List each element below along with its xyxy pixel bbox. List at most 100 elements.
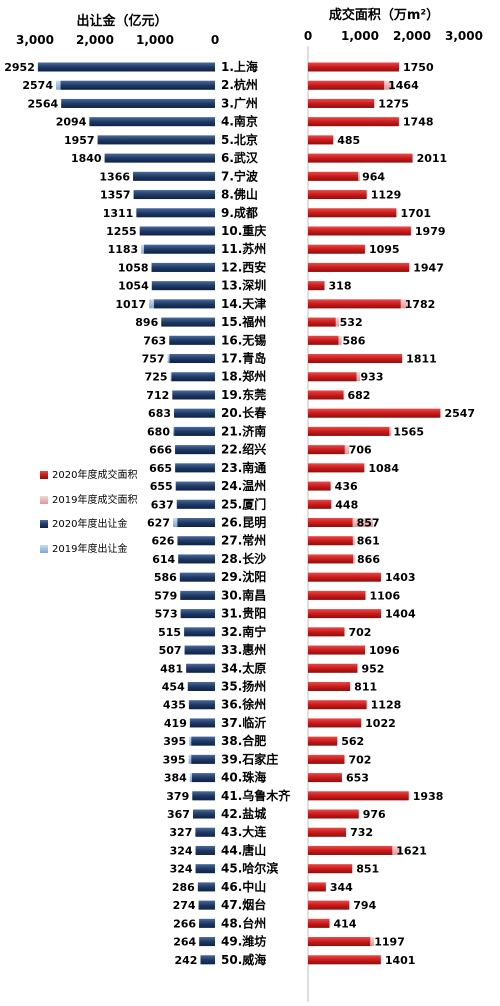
value-label-transfer: 1357 (100, 189, 131, 202)
category-label: 48.台州 (221, 915, 266, 930)
value-label-area: 485 (337, 134, 360, 147)
left-tick-label: 0 (211, 33, 219, 47)
bar-2020-transfer (195, 845, 215, 855)
category-label: 41.乌鲁木齐 (221, 788, 291, 803)
bar-2020-area (308, 80, 385, 90)
value-label-area: 1565 (393, 425, 424, 438)
bar-2020-area (308, 445, 345, 455)
bar-2020-transfer (169, 335, 215, 345)
value-label-transfer: 2574 (22, 79, 53, 92)
bar-2020-area (308, 518, 353, 527)
value-label-area: 682 (347, 389, 370, 402)
value-label-transfer: 614 (152, 553, 175, 566)
bar-2020-area (308, 590, 366, 600)
bar-2020-area (308, 845, 393, 855)
value-label-area: 1947 (413, 261, 444, 274)
bar-2020-transfer (197, 882, 215, 892)
bar-2020-area (308, 955, 381, 965)
bar-2020-area (308, 244, 365, 254)
bar-2020-area (308, 718, 362, 728)
legend-label: 2020年度出让金 (52, 517, 127, 530)
category-label: 38.合肥 (221, 733, 266, 748)
bar-2020-transfer (175, 463, 215, 473)
value-label-area: 1129 (371, 189, 402, 202)
value-label-transfer: 1058 (118, 261, 149, 274)
bar-2020-transfer (61, 98, 215, 108)
value-label-area: 1197 (374, 936, 405, 949)
category-label: 7.宁波 (221, 168, 259, 183)
bar-2020-transfer (200, 955, 215, 965)
category-labels: 1.上海 2.杭州 3.广州 4.南京 5.北京 6.武汉 7.宁波 8.佛山 9.成都 10.重… (221, 59, 291, 967)
bar-2020-transfer (187, 681, 215, 691)
bar-2020-area (308, 681, 351, 691)
value-label-transfer: 626 (151, 535, 174, 548)
category-label: 6.武汉 (221, 150, 259, 165)
bar-2020-transfer (199, 937, 215, 947)
value-label-transfer: 324 (170, 863, 193, 876)
value-label-area: 1401 (385, 954, 416, 967)
value-label-transfer: 435 (163, 699, 186, 712)
value-label-transfer: 2564 (28, 97, 59, 110)
value-label-transfer: 637 (151, 498, 174, 511)
bar-2020-transfer (184, 645, 215, 655)
category-label: 22.绍兴 (221, 442, 266, 457)
bar-2020-transfer (195, 864, 215, 874)
value-label-transfer: 1183 (108, 243, 139, 256)
value-label-area: 1750 (403, 61, 434, 74)
value-label-transfer: 395 (163, 753, 186, 766)
legend-label: 2019年度出让金 (52, 542, 127, 555)
value-label-area: 706 (349, 444, 372, 457)
category-label: 18.郑州 (221, 369, 266, 384)
value-label-transfer: 327 (169, 826, 192, 839)
bar-2020-area (308, 554, 354, 564)
category-label: 1.上海 (221, 59, 258, 74)
category-label: 32.南宁 (221, 624, 266, 639)
value-label-transfer: 266 (173, 917, 196, 930)
bar-2020-transfer (139, 226, 215, 236)
value-label-transfer: 324 (170, 844, 193, 857)
category-label: 28.长沙 (221, 551, 266, 566)
category-label: 30.南昌 (221, 587, 266, 602)
bar-2020-area (308, 937, 371, 947)
value-label-transfer: 1017 (115, 298, 146, 311)
left-chart-title: 出让金（亿元） (76, 13, 167, 29)
category-label: 15.福州 (221, 314, 266, 329)
legend-swatch (40, 496, 48, 504)
value-label-transfer: 757 (142, 353, 165, 366)
value-label-area: 562 (341, 735, 364, 748)
bar-2020-transfer (175, 445, 215, 455)
value-label-transfer: 384 (164, 772, 187, 785)
bar-2020-transfer (188, 700, 215, 710)
bar-2020-transfer (97, 135, 215, 145)
bar-2020-area (308, 499, 332, 509)
value-label-transfer: 763 (143, 334, 166, 347)
bar-2020-area (308, 190, 367, 200)
bar-2020-transfer (37, 62, 215, 72)
value-label-area: 1811 (406, 353, 437, 366)
bar-2020-transfer (189, 718, 215, 728)
value-label-area: 1403 (385, 571, 416, 584)
category-label: 14.天津 (221, 296, 266, 311)
value-label-transfer: 666 (149, 444, 172, 457)
bar-2020-transfer (198, 900, 215, 910)
bar-2020-area (308, 773, 342, 783)
bar-2020-transfer (178, 554, 215, 564)
value-label-transfer: 1840 (71, 152, 102, 165)
value-label-area: 933 (361, 371, 384, 384)
bar-2020-transfer (151, 281, 215, 291)
bar-2020-area (308, 864, 353, 874)
value-label-transfer: 586 (154, 571, 177, 584)
right-axis-ticks: 0 1,000 2,000 3,000 (304, 29, 483, 43)
legend: 2020年度成交面积 2019年度成交面积 2020年度出让金 2019年度出让金 (40, 468, 137, 555)
category-label: 39.石家庄 (221, 751, 278, 766)
bar-2020-transfer (169, 354, 215, 364)
category-label: 34.太原 (221, 660, 266, 675)
bar-2020-area (308, 335, 339, 345)
bar-2020-area (308, 426, 390, 436)
value-label-transfer: 395 (163, 735, 186, 748)
bar-2020-area (308, 900, 350, 910)
value-label-area: 414 (334, 917, 357, 930)
bar-2020-area (308, 135, 334, 145)
bar-2020-area (308, 809, 359, 819)
value-label-area: 1621 (396, 844, 427, 857)
